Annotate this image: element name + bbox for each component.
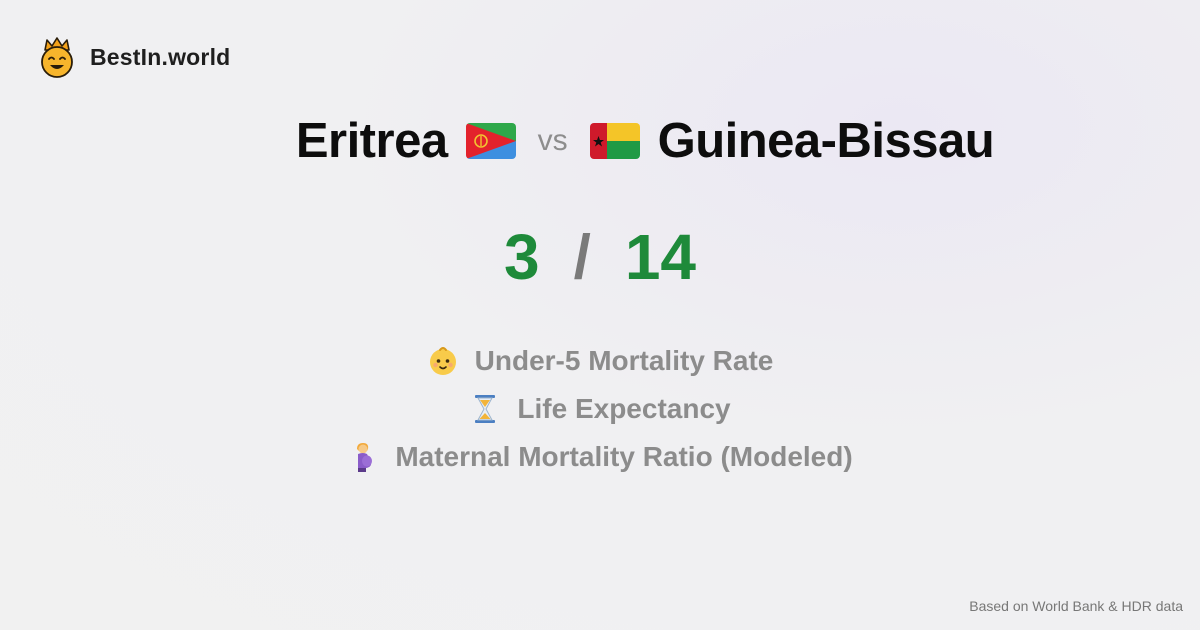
pregnant-woman-icon	[357, 443, 373, 472]
score-left: 3	[503, 221, 540, 293]
guinea-bissau-flag-icon	[589, 123, 640, 159]
country-left-name[interactable]: Eritrea	[295, 114, 448, 168]
hourglass-icon	[475, 395, 496, 423]
metric-label: Under-5 Mortality Rate	[474, 345, 774, 376]
country-right-name[interactable]: Guinea-Bissau	[657, 114, 995, 168]
metric-list: Under-5 Mortality Rate Life Expectancy M…	[0, 337, 1200, 481]
brand[interactable]: BestIn.world	[38, 36, 230, 78]
score-right: 14	[624, 221, 696, 293]
data-source-note: Based on World Bank & HDR data	[969, 598, 1183, 614]
vs-label: vs	[537, 124, 568, 157]
metric-item[interactable]: Maternal Mortality Ratio (Modeled)	[0, 433, 1200, 481]
score-separator: /	[573, 222, 591, 292]
metric-label: Life Expectancy	[517, 393, 731, 424]
baby-icon	[429, 347, 456, 375]
metric-item[interactable]: Under-5 Mortality Rate	[0, 337, 1200, 385]
score: 3 / 14	[0, 220, 1200, 294]
comparison-title: Eritrea vs Guinea-Bissau	[0, 110, 1200, 172]
metric-label: Maternal Mortality Ratio (Modeled)	[395, 441, 853, 472]
metric-item[interactable]: Life Expectancy	[0, 385, 1200, 433]
eritrea-flag-icon	[465, 123, 516, 159]
brand-name: BestIn.world	[90, 43, 231, 70]
crowned-smiley-icon	[41, 37, 73, 78]
